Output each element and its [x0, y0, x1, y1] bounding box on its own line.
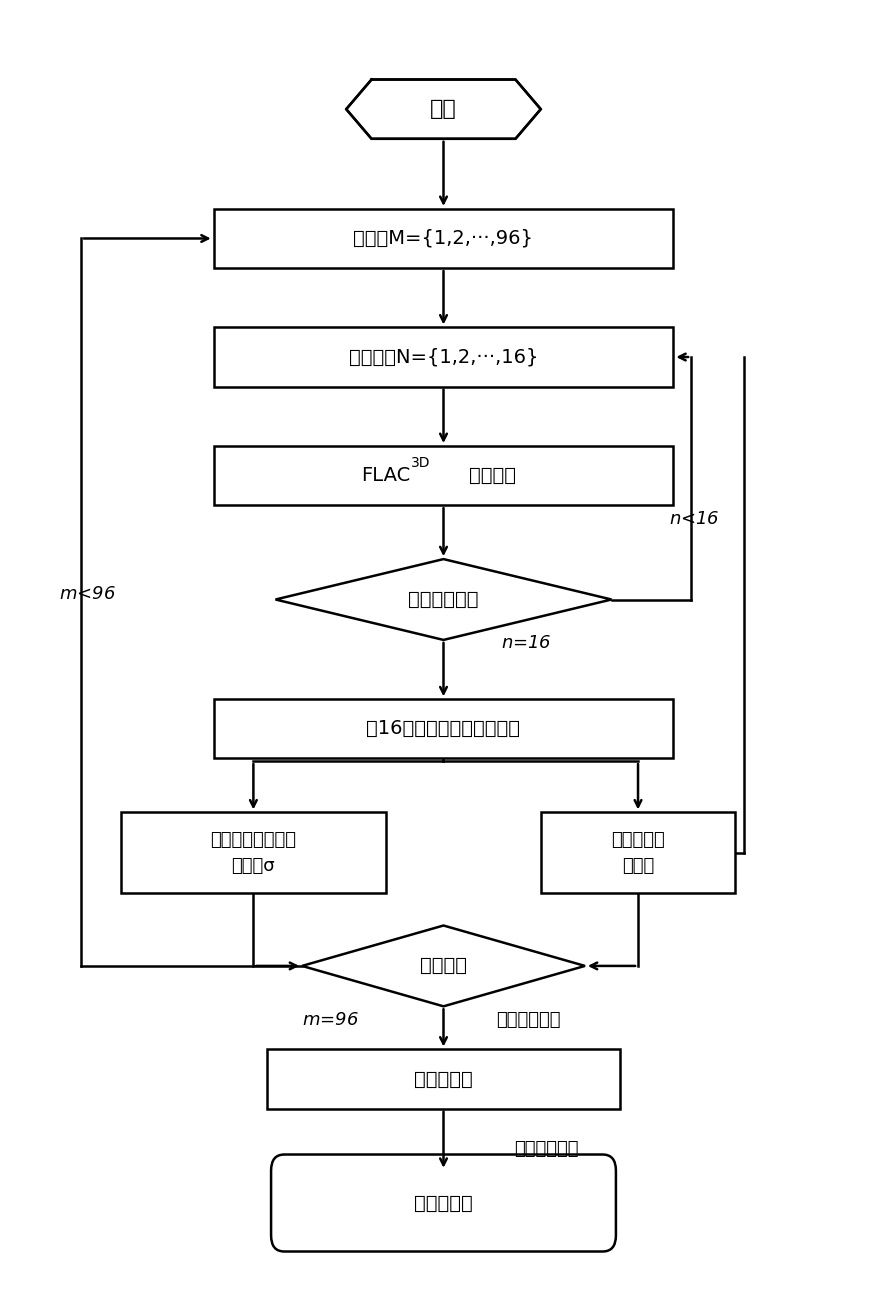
FancyBboxPatch shape — [540, 813, 734, 893]
Text: 数值模拟: 数值模拟 — [468, 467, 515, 485]
Text: 标准差σ: 标准差σ — [231, 857, 275, 875]
Text: 3D: 3D — [410, 456, 430, 469]
Text: 唯一最优解: 唯一最优解 — [414, 1194, 472, 1213]
Text: 构成本: 构成本 — [621, 857, 653, 875]
Text: 非支配解计算: 非支配解计算 — [496, 1011, 561, 1029]
Polygon shape — [302, 925, 584, 1006]
FancyBboxPatch shape — [214, 446, 672, 505]
Text: 桩撑支护结: 桩撑支护结 — [610, 831, 664, 849]
FancyBboxPatch shape — [214, 328, 672, 386]
Text: $n$<16: $n$<16 — [668, 509, 719, 527]
FancyBboxPatch shape — [214, 699, 672, 758]
Text: 开始: 开始 — [430, 100, 456, 119]
Polygon shape — [346, 79, 540, 139]
Text: 系统响应结果组合: 系统响应结果组合 — [210, 831, 296, 849]
Polygon shape — [276, 559, 610, 640]
Text: $m$<96: $m$<96 — [58, 584, 115, 603]
Text: $m$=96: $m$=96 — [302, 1011, 358, 1029]
Text: 二维散点: 二维散点 — [420, 956, 466, 976]
Text: 牺牲收益率法: 牺牲收益率法 — [514, 1140, 578, 1159]
FancyBboxPatch shape — [214, 209, 672, 268]
Text: FLAC: FLAC — [361, 467, 410, 485]
Text: $n$=16: $n$=16 — [501, 634, 551, 652]
Text: 设计域M={1,2,···,96}: 设计域M={1,2,···,96} — [354, 229, 532, 248]
Text: 噪声因素N={1,2,···,16}: 噪声因素N={1,2,···,16} — [348, 347, 538, 367]
FancyBboxPatch shape — [271, 1155, 615, 1252]
Text: 对16组结果进行标准差计算: 对16组结果进行标准差计算 — [366, 719, 520, 739]
Text: 帕累托前沿: 帕累托前沿 — [414, 1069, 472, 1089]
FancyBboxPatch shape — [120, 813, 385, 893]
FancyBboxPatch shape — [267, 1050, 619, 1108]
Text: 系统响应结果: 系统响应结果 — [408, 590, 478, 609]
